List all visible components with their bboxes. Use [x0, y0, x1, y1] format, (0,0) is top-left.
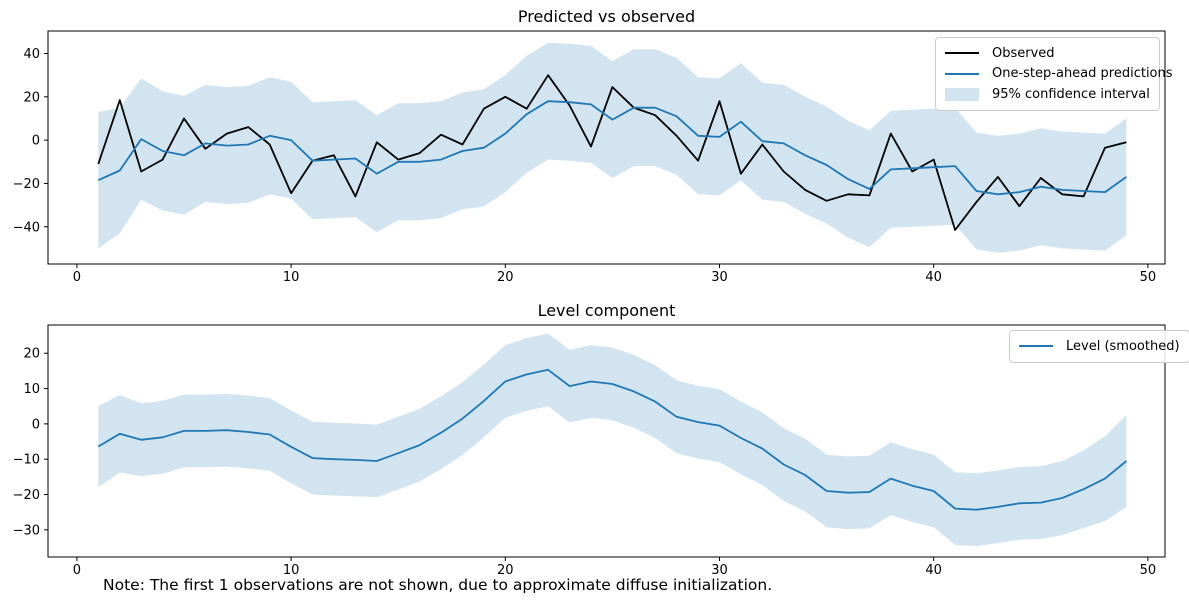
legend-item-confidence-interval: 95% confidence interval — [945, 84, 1150, 105]
svg-text:30: 30 — [711, 563, 728, 578]
legend-label: One-step-ahead predictions — [992, 66, 1173, 82]
svg-text:40: 40 — [925, 563, 942, 578]
svg-text:50: 50 — [1140, 563, 1157, 578]
bottom-chart-title: Level component — [537, 301, 676, 320]
legend-label: 95% confidence interval — [992, 86, 1150, 102]
svg-text:20: 20 — [497, 563, 514, 578]
svg-text:20: 20 — [23, 90, 40, 105]
svg-text:0: 0 — [32, 417, 40, 432]
legend-bottom: Level (smoothed) — [1009, 330, 1189, 363]
svg-text:40: 40 — [925, 270, 942, 285]
svg-text:30: 30 — [711, 270, 728, 285]
svg-text:0: 0 — [73, 563, 81, 578]
legend-top: Observed One-step-ahead predictions 95% … — [935, 37, 1173, 111]
svg-text:−30: −30 — [13, 523, 40, 538]
svg-text:20: 20 — [497, 270, 514, 285]
legend-label: Level (smoothed) — [1066, 338, 1180, 354]
svg-text:−40: −40 — [13, 220, 40, 235]
svg-text:20: 20 — [23, 347, 40, 362]
observed-line-icon — [945, 52, 979, 55]
svg-text:0: 0 — [32, 134, 40, 149]
confidence-band-icon — [945, 87, 979, 101]
legend-item-predictions: One-step-ahead predictions — [945, 64, 1173, 85]
svg-text:−20: −20 — [13, 488, 40, 503]
prediction-line-icon — [945, 72, 979, 75]
svg-text:50: 50 — [1140, 270, 1157, 285]
svg-text:10: 10 — [283, 270, 300, 285]
svg-text:−20: −20 — [13, 177, 40, 192]
legend-item-observed: Observed — [945, 43, 1150, 64]
note-text: Note: The first 1 observations are not s… — [103, 576, 773, 594]
svg-text:−10: −10 — [13, 453, 40, 468]
svg-text:40: 40 — [23, 47, 40, 62]
svg-text:10: 10 — [283, 563, 300, 578]
level-line-icon — [1019, 345, 1053, 348]
legend-item-level: Level (smoothed) — [1019, 336, 1180, 357]
legend-label: Observed — [992, 45, 1055, 61]
top-chart-title: Predicted vs observed — [517, 7, 696, 26]
svg-text:10: 10 — [23, 382, 40, 397]
svg-text:0: 0 — [73, 270, 81, 285]
